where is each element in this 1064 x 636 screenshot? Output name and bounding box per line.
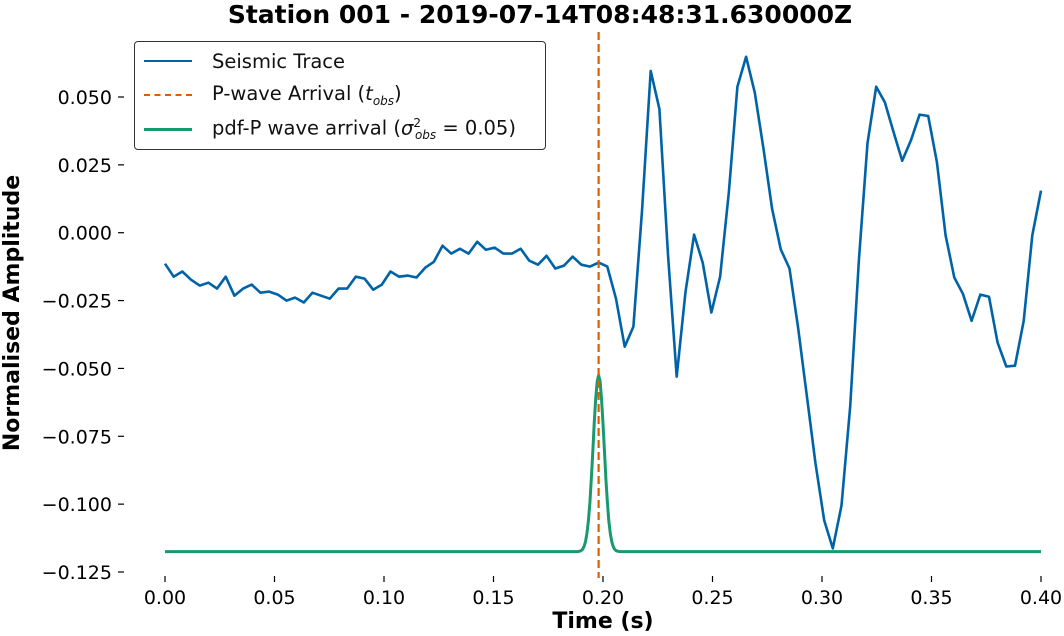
legend-label: Seismic Trace [212,49,346,73]
legend-label: P-wave Arrival (tobs) [212,82,402,108]
y-tick-label: −0.125 [42,562,112,584]
x-axis-label: Time (s) [552,609,653,634]
legend-swatch-solid-blue [144,60,192,62]
legend-item-seismic-trace: Seismic Trace [135,46,345,76]
x-tick-label: 0.00 [144,587,186,609]
x-tick-label: 0.25 [691,587,733,609]
y-tick-label: 0.050 [58,87,112,109]
y-tick-label: 0.025 [58,155,112,177]
legend-swatch-solid-green [144,127,192,131]
x-tick-label: 0.10 [363,587,405,609]
x-tick-label: 0.15 [472,587,514,609]
y-axis-ticks: 0.050 0.025 0.000 −0.025 −0.050 −0.075 −0.100 −… [42,87,124,584]
seismic-trace-line [163,55,1043,550]
x-tick-label: 0.20 [582,587,624,609]
legend-swatch-dashed-orange [144,94,192,96]
x-tick-label: 0.30 [801,587,843,609]
y-tick-label: −0.100 [42,494,112,516]
y-tick-label: −0.050 [42,358,112,380]
legend-item-pdf-p-wave: pdf-P wave arrival (σ2obs = 0.05) [135,114,516,144]
legend: Seismic Trace P-wave Arrival (tobs) pdf-… [134,41,546,150]
chart-title: Station 001 - 2019-07-14T08:48:31.630000… [227,0,853,29]
y-axis-label: Normalised Amplitude [0,175,25,451]
legend-item-p-wave-arrival: P-wave Arrival (tobs) [135,80,402,110]
x-axis-ticks: 0.00 0.05 0.10 0.15 0.20 0.25 0.30 0.35 0.40 [144,576,1062,609]
y-tick-label: −0.075 [42,426,112,448]
x-tick-label: 0.40 [1020,587,1062,609]
pdf-p-wave-line [165,373,1041,554]
x-tick-label: 0.05 [253,587,295,609]
x-tick-label: 0.35 [910,587,952,609]
legend-label: pdf-P wave arrival (σ2obs = 0.05) [212,115,516,143]
y-tick-label: 0.000 [58,223,112,245]
y-tick-label: −0.025 [42,291,112,313]
